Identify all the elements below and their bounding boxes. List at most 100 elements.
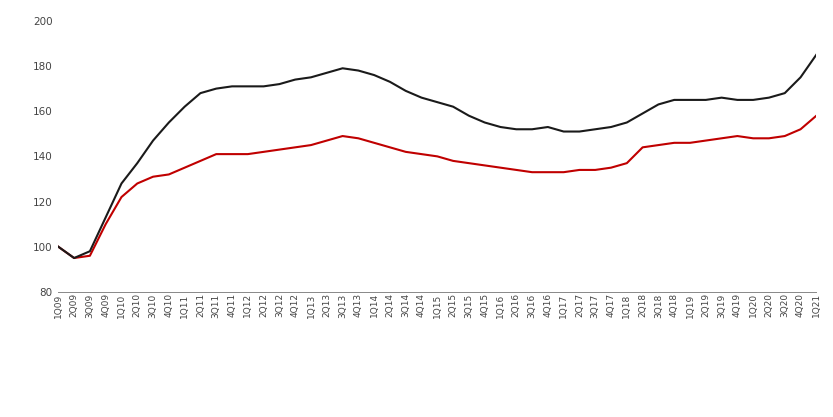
Landed PPI bbox=[196, 90, 206, 95]
Landed PPI bbox=[101, 215, 111, 220]
Landed PPI bbox=[274, 82, 284, 87]
Non-landed PPI bbox=[227, 152, 237, 157]
Landed PPI bbox=[416, 95, 426, 100]
Landed PPI bbox=[53, 244, 63, 249]
Non-landed PPI bbox=[69, 256, 79, 261]
Landed PPI bbox=[621, 120, 631, 125]
Landed PPI bbox=[480, 120, 490, 125]
Non-landed PPI bbox=[148, 174, 158, 179]
Landed PPI bbox=[543, 125, 553, 130]
Landed PPI bbox=[606, 125, 616, 130]
Non-landed PPI bbox=[464, 161, 474, 166]
Landed PPI bbox=[353, 68, 363, 73]
Non-landed PPI bbox=[748, 136, 758, 141]
Non-landed PPI bbox=[701, 138, 711, 143]
Landed PPI bbox=[132, 161, 142, 166]
Landed PPI bbox=[511, 127, 521, 132]
Landed PPI bbox=[464, 113, 474, 118]
Landed PPI bbox=[764, 95, 774, 100]
Landed PPI bbox=[448, 104, 458, 109]
Landed PPI bbox=[748, 98, 758, 103]
Non-landed PPI bbox=[117, 195, 127, 200]
Landed PPI bbox=[322, 70, 332, 75]
Non-landed PPI bbox=[353, 136, 363, 141]
Landed PPI bbox=[496, 125, 506, 130]
Non-landed PPI bbox=[669, 141, 679, 146]
Non-landed PPI bbox=[716, 136, 726, 141]
Landed PPI bbox=[701, 98, 711, 103]
Landed PPI bbox=[337, 66, 347, 71]
Non-landed PPI bbox=[53, 244, 63, 249]
Non-landed PPI bbox=[448, 158, 458, 163]
Non-landed PPI bbox=[85, 253, 95, 258]
Non-landed PPI bbox=[258, 149, 268, 154]
Landed PPI bbox=[559, 129, 569, 134]
Landed PPI bbox=[796, 75, 806, 80]
Landed PPI bbox=[385, 79, 395, 84]
Non-landed PPI bbox=[637, 145, 647, 150]
Landed PPI bbox=[148, 138, 158, 143]
Non-landed PPI bbox=[575, 168, 585, 173]
Non-landed PPI bbox=[416, 152, 426, 157]
Landed PPI bbox=[432, 100, 442, 105]
Non-landed PPI bbox=[322, 138, 332, 143]
Landed PPI bbox=[575, 129, 585, 134]
Line: Landed PPI: Landed PPI bbox=[58, 55, 816, 258]
Non-landed PPI bbox=[337, 133, 347, 138]
Landed PPI bbox=[811, 52, 821, 57]
Non-landed PPI bbox=[101, 222, 111, 227]
Landed PPI bbox=[117, 181, 127, 186]
Landed PPI bbox=[69, 256, 79, 261]
Non-landed PPI bbox=[401, 149, 411, 154]
Non-landed PPI bbox=[132, 181, 142, 186]
Non-landed PPI bbox=[653, 143, 663, 148]
Non-landed PPI bbox=[274, 147, 284, 152]
Non-landed PPI bbox=[385, 145, 395, 150]
Landed PPI bbox=[243, 84, 253, 89]
Non-landed PPI bbox=[164, 172, 174, 177]
Non-landed PPI bbox=[212, 152, 222, 157]
Landed PPI bbox=[369, 73, 379, 78]
Non-landed PPI bbox=[496, 165, 506, 170]
Landed PPI bbox=[227, 84, 237, 89]
Non-landed PPI bbox=[685, 141, 695, 146]
Landed PPI bbox=[732, 98, 742, 103]
Landed PPI bbox=[258, 84, 268, 89]
Non-landed PPI bbox=[621, 161, 631, 166]
Non-landed PPI bbox=[732, 133, 742, 138]
Non-landed PPI bbox=[780, 133, 790, 138]
Landed PPI bbox=[401, 88, 411, 93]
Landed PPI bbox=[290, 77, 300, 82]
Landed PPI bbox=[780, 90, 790, 95]
Non-landed PPI bbox=[480, 163, 490, 168]
Landed PPI bbox=[164, 120, 174, 125]
Non-landed PPI bbox=[290, 145, 300, 150]
Landed PPI bbox=[669, 98, 679, 103]
Non-landed PPI bbox=[306, 143, 316, 148]
Landed PPI bbox=[591, 127, 601, 132]
Landed PPI bbox=[653, 102, 663, 107]
Non-landed PPI bbox=[796, 127, 806, 132]
Non-landed PPI bbox=[180, 165, 190, 170]
Non-landed PPI bbox=[511, 168, 521, 173]
Line: Non-landed PPI: Non-landed PPI bbox=[58, 116, 816, 258]
Non-landed PPI bbox=[764, 136, 774, 141]
Landed PPI bbox=[716, 95, 726, 100]
Landed PPI bbox=[685, 98, 695, 103]
Non-landed PPI bbox=[559, 170, 569, 175]
Non-landed PPI bbox=[196, 158, 206, 163]
Non-landed PPI bbox=[527, 170, 537, 175]
Landed PPI bbox=[306, 75, 316, 80]
Non-landed PPI bbox=[432, 154, 442, 159]
Non-landed PPI bbox=[811, 113, 821, 118]
Non-landed PPI bbox=[591, 168, 601, 173]
Landed PPI bbox=[212, 86, 222, 91]
Non-landed PPI bbox=[243, 152, 253, 157]
Landed PPI bbox=[85, 249, 95, 254]
Landed PPI bbox=[637, 111, 647, 116]
Non-landed PPI bbox=[543, 170, 553, 175]
Landed PPI bbox=[180, 104, 190, 109]
Non-landed PPI bbox=[606, 165, 616, 170]
Non-landed PPI bbox=[369, 141, 379, 146]
Landed PPI bbox=[527, 127, 537, 132]
